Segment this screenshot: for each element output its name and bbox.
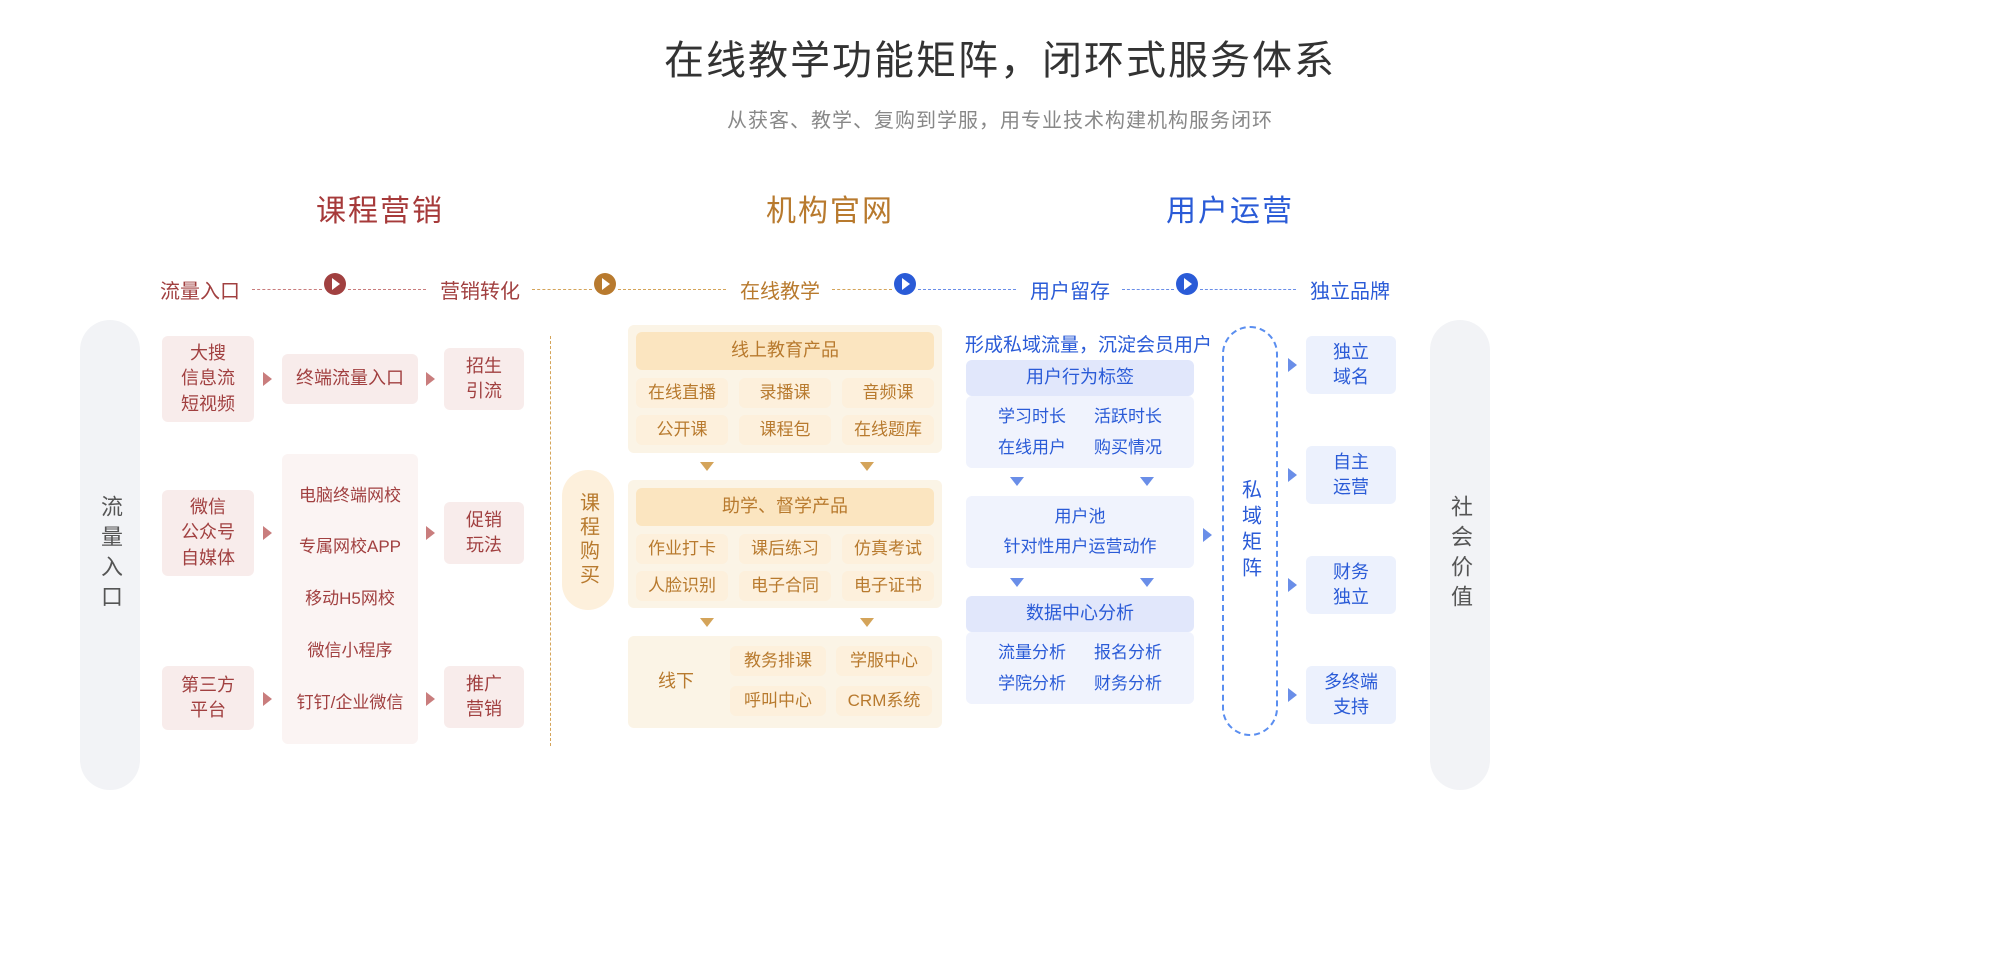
pillar-private-domain: 私域矩阵 — [1222, 326, 1278, 736]
arrow-icon — [894, 273, 916, 295]
data-item: 报名分析 — [1094, 641, 1162, 665]
caret-icon — [1140, 578, 1154, 587]
pillar-social-value: 社会价值 — [1430, 320, 1490, 790]
blue-tags: 学习时长 活跃时长 在线用户 购买情况 — [966, 396, 1194, 468]
chip: 录播课 — [739, 378, 831, 408]
tag: 活跃时长 — [1094, 405, 1162, 429]
caret-icon — [426, 692, 435, 706]
chip: 电子证书 — [842, 571, 934, 601]
chip: 教务排课 — [730, 646, 826, 676]
tag: 在线用户 — [998, 436, 1066, 460]
blue-pool: 用户池 针对性用户运营动作 — [966, 496, 1194, 568]
page-title: 在线教学功能矩阵，闭环式服务体系 — [0, 0, 2000, 86]
sub-s1: 流量入口 — [160, 275, 240, 304]
red-marketing: 推广 营销 — [444, 666, 524, 728]
caret-icon — [263, 372, 272, 386]
subhead-row: 流量入口 营销转化 在线教学 用户留存 独立品牌 — [0, 275, 2000, 303]
section-orange: 机构官网 — [730, 186, 930, 230]
chip: 呼叫中心 — [730, 686, 826, 716]
pillar-traffic-entry: 流量入口 — [80, 320, 140, 790]
pool-sub: 针对性用户运营动作 — [1004, 535, 1157, 559]
caret-icon — [1140, 477, 1154, 486]
chip: 电子合同 — [739, 571, 831, 601]
caret-icon — [1010, 578, 1024, 587]
sub-s4: 用户留存 — [1030, 275, 1110, 304]
caret-icon — [1288, 688, 1297, 702]
chip: 作业打卡 — [636, 534, 728, 564]
arrow-icon — [1176, 273, 1198, 295]
sub-s3: 在线教学 — [740, 275, 820, 304]
caret-icon — [426, 526, 435, 540]
chip: CRM系统 — [836, 686, 932, 716]
caret-icon — [860, 618, 874, 627]
tag: 购买情况 — [1094, 436, 1162, 460]
list-item: 专属网校APP — [299, 535, 401, 559]
brand-domain: 独立 域名 — [1306, 336, 1396, 394]
red-promo: 促销 玩法 — [444, 502, 524, 564]
chip: 音频课 — [842, 378, 934, 408]
caret-icon — [263, 526, 272, 540]
chip: 在线直播 — [636, 378, 728, 408]
brand-finance: 财务 独立 — [1306, 556, 1396, 614]
tag: 学习时长 — [998, 405, 1066, 429]
chip: 在线题库 — [842, 415, 934, 445]
pool-head: 用户池 — [1055, 505, 1106, 529]
orange-head-online: 线上教育产品 — [636, 332, 934, 370]
data-item: 流量分析 — [998, 641, 1066, 665]
orange-head-offline: 线下 — [636, 636, 716, 728]
blue-data-head: 数据中心分析 — [966, 596, 1194, 632]
chip: 仿真考试 — [842, 534, 934, 564]
brand-selfop: 自主 运营 — [1306, 446, 1396, 504]
list-item: 电脑终端网校 — [299, 484, 401, 508]
red-box-thirdparty: 第三方 平台 — [162, 666, 254, 730]
chip: 学服中心 — [836, 646, 932, 676]
chip: 人脸识别 — [636, 571, 728, 601]
sub-s2: 营销转化 — [440, 275, 520, 304]
data-item: 学院分析 — [998, 672, 1066, 696]
divider — [550, 336, 551, 746]
arrow-icon — [324, 273, 346, 295]
caret-icon — [860, 462, 874, 471]
caret-icon — [426, 372, 435, 386]
red-enroll: 招生 引流 — [444, 348, 524, 410]
page-subtitle: 从获客、教学、复购到学服，用专业技术构建机构服务闭环 — [0, 104, 2000, 133]
section-blue: 用户运营 — [1130, 186, 1330, 230]
list-item: 微信小程序 — [308, 639, 393, 663]
blue-tags-head: 用户行为标签 — [966, 360, 1194, 396]
caret-icon — [1288, 578, 1297, 592]
caret-icon — [1010, 477, 1024, 486]
brand-multiend: 多终端 支持 — [1306, 666, 1396, 724]
chip: 课后练习 — [739, 534, 831, 564]
data-item: 财务分析 — [1094, 672, 1162, 696]
caret-icon — [1288, 358, 1297, 372]
caret-icon — [700, 618, 714, 627]
sub-s5: 独立品牌 — [1310, 275, 1390, 304]
blue-headline: 形成私域流量，沉淀会员用户 — [965, 330, 1212, 357]
red-box-wechat: 微信 公众号 自媒体 — [162, 490, 254, 576]
chip: 公开课 — [636, 415, 728, 445]
blue-data: 流量分析 报名分析 学院分析 财务分析 — [966, 632, 1194, 704]
red-terminal-entry: 终端流量入口 — [282, 354, 418, 404]
caret-icon — [1288, 468, 1297, 482]
red-terminal-list: 电脑终端网校 专属网校APP 移动H5网校 微信小程序 钉钉/企业微信 — [282, 454, 418, 744]
red-box-search: 大搜 信息流 短视频 — [162, 336, 254, 422]
list-item: 移动H5网校 — [305, 587, 395, 611]
list-item: 钉钉/企业微信 — [297, 691, 404, 715]
caret-icon — [700, 462, 714, 471]
orange-head-assist: 助学、督学产品 — [636, 488, 934, 526]
caret-icon — [1203, 528, 1212, 542]
arrow-icon — [594, 273, 616, 295]
pillar-course-purchase: 课程购买 — [562, 470, 614, 610]
section-red: 课程营销 — [280, 186, 480, 230]
caret-icon — [263, 692, 272, 706]
chip: 课程包 — [739, 415, 831, 445]
